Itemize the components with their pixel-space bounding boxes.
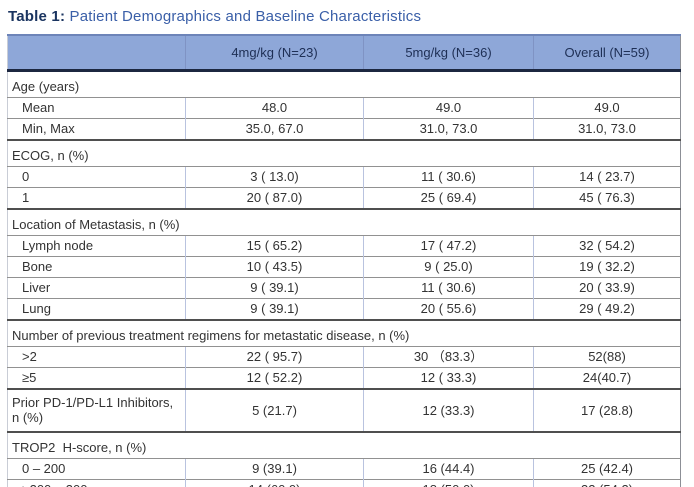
row-label: 0 bbox=[7, 166, 186, 188]
table-row-ecog-1: 1 20 ( 87.0) 25 ( 69.4) 45 ( 76.3) bbox=[7, 187, 681, 209]
section-header-label: ECOG, n (%) bbox=[7, 139, 681, 167]
row-label: Lung bbox=[7, 298, 186, 320]
table-row-lung: Lung 9 ( 39.1) 20 ( 55.6) 29 ( 49.2) bbox=[7, 298, 681, 320]
cell-overall: 29 ( 49.2) bbox=[533, 298, 681, 320]
header-cell-5mgkg: 5mg/kg (N=36) bbox=[363, 34, 534, 72]
cell-4mgkg: 12 ( 52.2) bbox=[185, 367, 364, 389]
row-label: Lymph node bbox=[7, 235, 186, 257]
cell-5mgkg: 20 ( 55.6) bbox=[363, 298, 534, 320]
table-row-min-max: Min, Max 35.0, 67.0 31.0, 73.0 31.0, 73.… bbox=[7, 118, 681, 140]
row-label: Min, Max bbox=[7, 118, 186, 140]
cell-5mgkg: 16 (44.4) bbox=[363, 458, 534, 480]
section-header-row-regimens: Number of previous treatment regimens fo… bbox=[7, 319, 681, 347]
table-header: 4mg/kg (N=23) 5mg/kg (N=36) Overall (N=5… bbox=[7, 34, 681, 72]
cell-4mgkg: 15 ( 65.2) bbox=[185, 235, 364, 257]
cell-overall: 24(40.7) bbox=[533, 367, 681, 389]
cell-overall: 45 ( 76.3) bbox=[533, 187, 681, 209]
cell-4mgkg: 5 (21.7) bbox=[185, 388, 364, 432]
row-label: >2 bbox=[7, 346, 186, 368]
cell-4mgkg: 10 ( 43.5) bbox=[185, 256, 364, 278]
table-title-text: Patient Demographics and Baseline Charac… bbox=[65, 8, 422, 25]
cell-overall: 17 (28.8) bbox=[533, 388, 681, 432]
cell-5mgkg: 11 ( 30.6) bbox=[363, 277, 534, 299]
row-label: Liver bbox=[7, 277, 186, 299]
row-label: 1 bbox=[7, 187, 186, 209]
cell-4mgkg: 35.0, 67.0 bbox=[185, 118, 364, 140]
header-row: 4mg/kg (N=23) 5mg/kg (N=36) Overall (N=5… bbox=[7, 34, 681, 72]
demographics-table: 4mg/kg (N=23) 5mg/kg (N=36) Overall (N=5… bbox=[7, 34, 681, 487]
cell-5mgkg: 9 ( 25.0) bbox=[363, 256, 534, 278]
row-label: Prior PD-1/PD-L1 Inhibitors, n (%) bbox=[7, 388, 186, 432]
table-title: Table 1: Patient Demographics and Baseli… bbox=[8, 8, 686, 25]
row-label: Bone bbox=[7, 256, 186, 278]
table-row-bone: Bone 10 ( 43.5) 9 ( 25.0) 19 ( 32.2) bbox=[7, 256, 681, 278]
table-row-mean: Mean 48.0 49.0 49.0 bbox=[7, 97, 681, 119]
cell-5mgkg: 49.0 bbox=[363, 97, 534, 119]
section-header-label: Age (years) bbox=[7, 69, 681, 98]
table-row-0-200: 0 – 200 9 (39.1) 16 (44.4) 25 (42.4) bbox=[7, 458, 681, 480]
cell-4mgkg: 14 (60.9) bbox=[185, 479, 364, 487]
cell-4mgkg: 3 ( 13.0) bbox=[185, 166, 364, 188]
table-row-200-300: >200 – 300 14 (60.9) 18 (50.0) 32 (54.2) bbox=[7, 479, 681, 487]
table-row-gt2: >2 22 ( 95.7) 30 （83.3） 52(88) bbox=[7, 346, 681, 368]
cell-overall: 20 ( 33.9) bbox=[533, 277, 681, 299]
cell-4mgkg: 48.0 bbox=[185, 97, 364, 119]
section-header-row-age: Age (years) bbox=[7, 69, 681, 98]
cell-4mgkg: 20 ( 87.0) bbox=[185, 187, 364, 209]
cell-overall: 32 (54.2) bbox=[533, 479, 681, 487]
cell-5mgkg: 30 （83.3） bbox=[363, 346, 534, 368]
cell-5mgkg: 25 ( 69.4) bbox=[363, 187, 534, 209]
table-row-prior-pd1-pdl1: Prior PD-1/PD-L1 Inhibitors, n (%) 5 (21… bbox=[7, 388, 681, 432]
row-label: 0 – 200 bbox=[7, 458, 186, 480]
cell-4mgkg: 9 (39.1) bbox=[185, 458, 364, 480]
section-header-label: Location of Metastasis, n (%) bbox=[7, 208, 681, 236]
header-cell-overall: Overall (N=59) bbox=[533, 34, 681, 72]
cell-overall: 25 (42.4) bbox=[533, 458, 681, 480]
row-label: Mean bbox=[7, 97, 186, 119]
header-cell-4mgkg: 4mg/kg (N=23) bbox=[185, 34, 364, 72]
section-header-label: TROP2 H-score, n (%) bbox=[7, 431, 681, 459]
section-header-row-ecog: ECOG, n (%) bbox=[7, 139, 681, 167]
header-cell-empty bbox=[7, 34, 186, 72]
cell-5mgkg: 11 ( 30.6) bbox=[363, 166, 534, 188]
cell-5mgkg: 18 (50.0) bbox=[363, 479, 534, 487]
cell-overall: 19 ( 32.2) bbox=[533, 256, 681, 278]
cell-4mgkg: 22 ( 95.7) bbox=[185, 346, 364, 368]
cell-overall: 32 ( 54.2) bbox=[533, 235, 681, 257]
table-body: Age (years) Mean 48.0 49.0 49.0 Min, Max… bbox=[7, 69, 681, 487]
table-row-ecog-0: 0 3 ( 13.0) 11 ( 30.6) 14 ( 23.7) bbox=[7, 166, 681, 188]
cell-4mgkg: 9 ( 39.1) bbox=[185, 277, 364, 299]
table-row-ge5: ≥5 12 ( 52.2) 12 ( 33.3) 24(40.7) bbox=[7, 367, 681, 389]
cell-overall: 14 ( 23.7) bbox=[533, 166, 681, 188]
cell-overall: 52(88) bbox=[533, 346, 681, 368]
cell-overall: 49.0 bbox=[533, 97, 681, 119]
cell-5mgkg: 12 (33.3) bbox=[363, 388, 534, 432]
section-header-row-metastasis: Location of Metastasis, n (%) bbox=[7, 208, 681, 236]
section-header-label: Number of previous treatment regimens fo… bbox=[7, 319, 681, 347]
section-header-row-trop2: TROP2 H-score, n (%) bbox=[7, 431, 681, 459]
table-title-label: Table 1: bbox=[8, 8, 66, 25]
table-row-liver: Liver 9 ( 39.1) 11 ( 30.6) 20 ( 33.9) bbox=[7, 277, 681, 299]
row-label: ≥5 bbox=[7, 367, 186, 389]
cell-4mgkg: 9 ( 39.1) bbox=[185, 298, 364, 320]
cell-5mgkg: 17 ( 47.2) bbox=[363, 235, 534, 257]
table-row-lymph-node: Lymph node 15 ( 65.2) 17 ( 47.2) 32 ( 54… bbox=[7, 235, 681, 257]
cell-5mgkg: 31.0, 73.0 bbox=[363, 118, 534, 140]
cell-5mgkg: 12 ( 33.3) bbox=[363, 367, 534, 389]
row-label: >200 – 300 bbox=[7, 479, 186, 487]
cell-overall: 31.0, 73.0 bbox=[533, 118, 681, 140]
